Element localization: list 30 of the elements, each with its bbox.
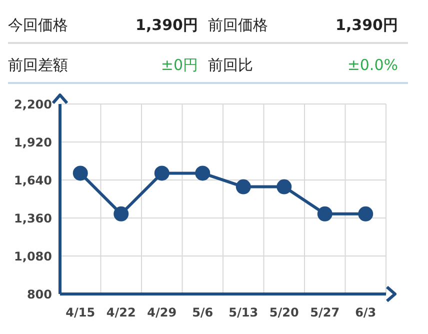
y-tick-label: 1,640 (14, 173, 52, 188)
x-tick-label: 4/15 (66, 306, 96, 320)
x-tick-label: 4/22 (106, 306, 136, 320)
text: 1,390円 (334, 16, 398, 34)
text: 前回比 (208, 56, 254, 74)
x-tick-label: 5/27 (310, 306, 340, 320)
text: 前回価格 (208, 16, 269, 34)
y-tick-label: 1,080 (14, 249, 52, 264)
x-tick-label: 5/20 (269, 306, 299, 320)
point (114, 206, 129, 222)
point (154, 166, 170, 181)
point (276, 179, 292, 194)
y-tick-label: 1,920 (14, 135, 52, 150)
y-tick-label: 1,360 (14, 211, 52, 226)
y-tick-label: 800 (26, 287, 52, 302)
point (195, 166, 210, 181)
point (236, 179, 251, 194)
text: ±0円 (160, 56, 198, 74)
text: 1,390円 (134, 16, 198, 34)
y-tick-label: 2,200 (14, 97, 52, 112)
point (317, 206, 332, 222)
x-tick-label: 6/3 (355, 306, 376, 320)
x-tick-label: 4/29 (147, 306, 177, 320)
text: 今回価格 (8, 16, 69, 34)
text: ±0.0% (346, 56, 398, 74)
x-tick-label: 5/13 (228, 306, 258, 320)
text: 前回差額 (8, 56, 69, 74)
x-tick-label: 5/6 (192, 306, 214, 320)
point (358, 206, 374, 222)
point (72, 166, 88, 181)
